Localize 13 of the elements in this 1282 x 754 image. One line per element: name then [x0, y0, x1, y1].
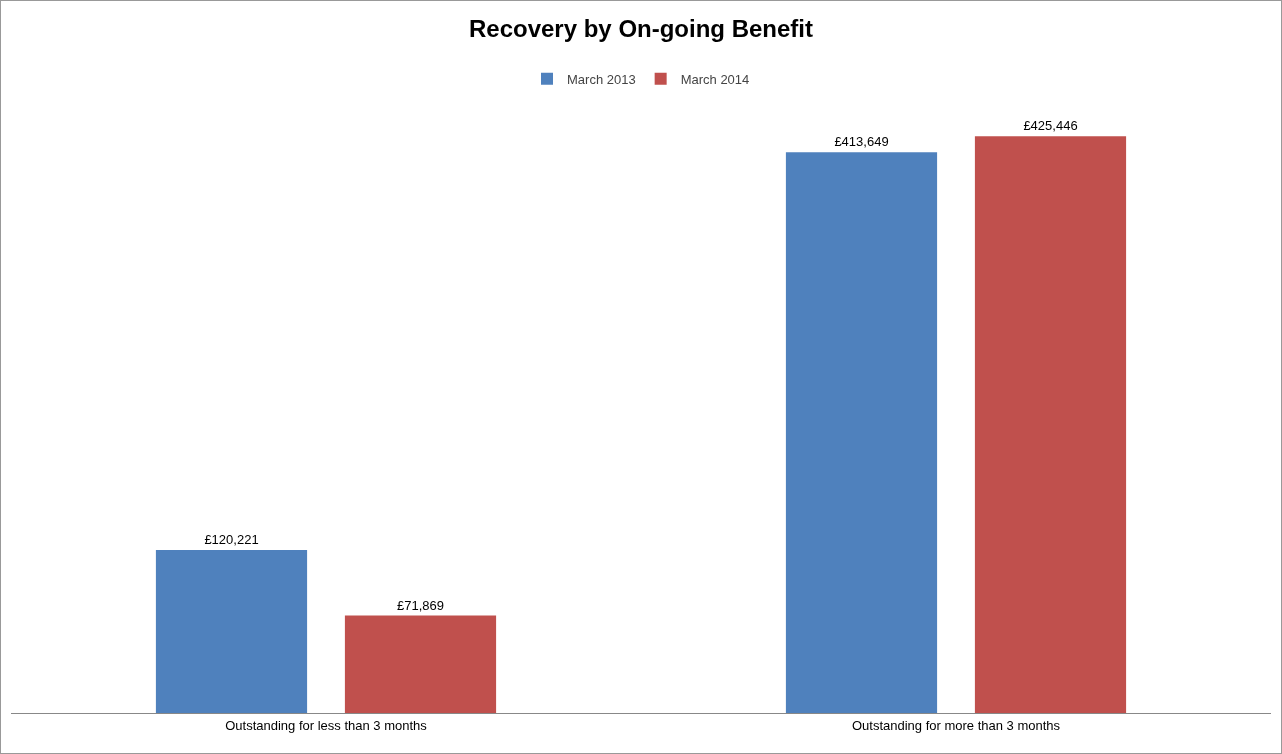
data-label: £120,221 — [204, 532, 259, 548]
data-label: £71,869 — [397, 597, 444, 613]
x-tick-label: Outstanding for less than 3 months — [225, 717, 428, 733]
bar — [344, 615, 497, 713]
data-label: £425,446 — [1023, 118, 1078, 134]
bar — [155, 550, 308, 713]
legend-label: March 2014 — [680, 71, 750, 87]
x-tick-label: Outstanding for more than 3 months — [851, 717, 1061, 733]
data-label: £413,649 — [834, 134, 889, 150]
bar — [785, 152, 938, 713]
chart-title: Recovery by On-going Benefit — [468, 14, 814, 42]
legend-label: March 2013 — [567, 71, 636, 87]
bar — [974, 136, 1127, 713]
